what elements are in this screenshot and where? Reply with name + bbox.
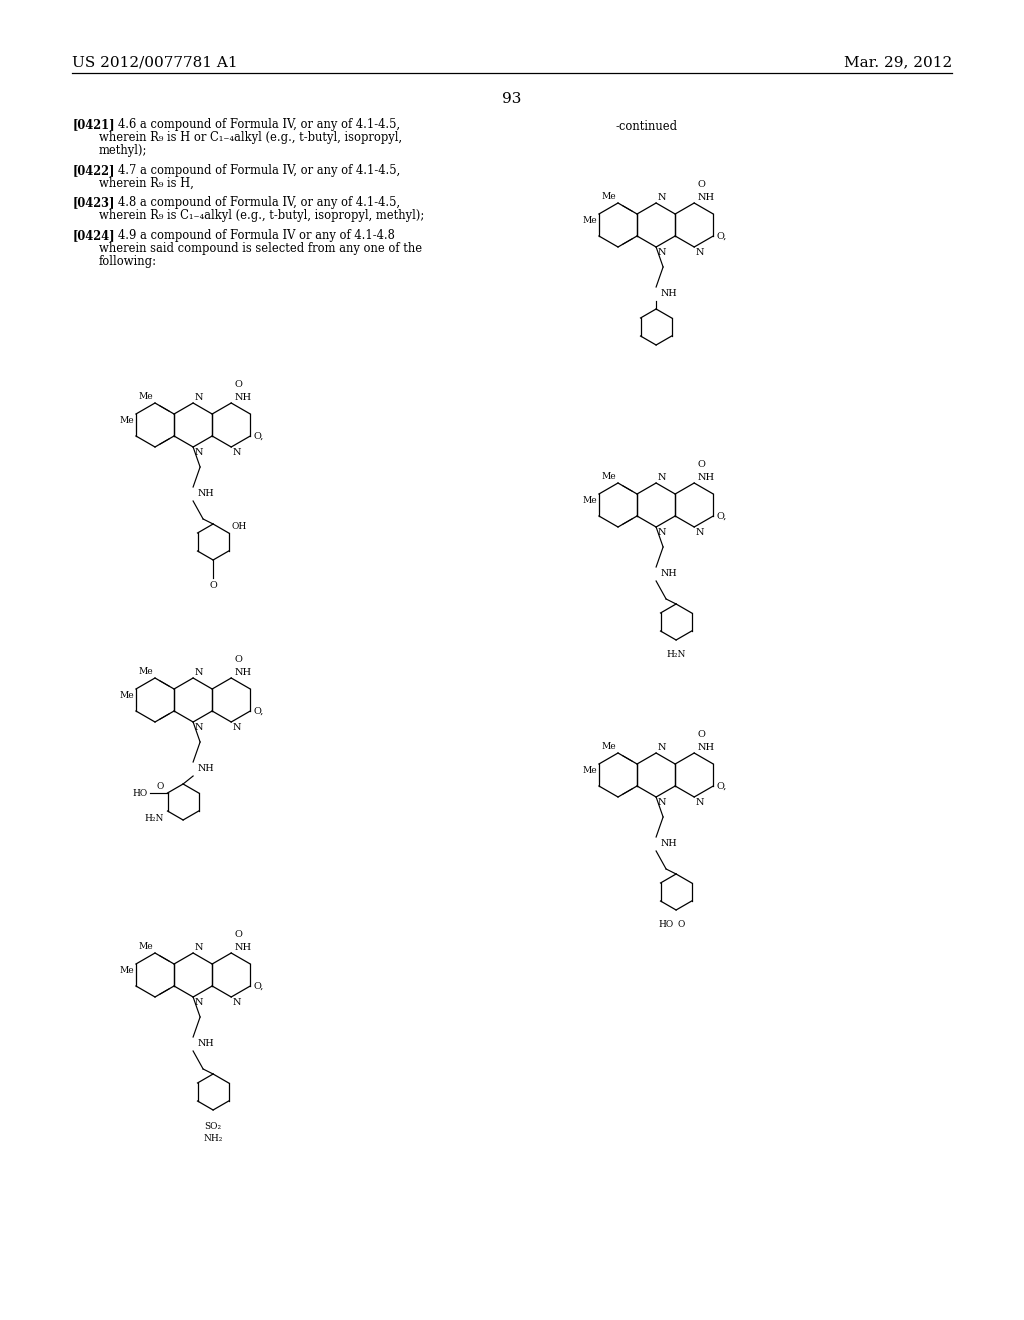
Text: H₂N: H₂N	[667, 649, 686, 659]
Text: N: N	[232, 998, 241, 1007]
Text: O,: O,	[716, 781, 727, 791]
Text: N: N	[657, 248, 666, 257]
Text: Me: Me	[120, 416, 134, 425]
Text: wherein said compound is selected from any one of the: wherein said compound is selected from a…	[99, 242, 422, 255]
Text: following:: following:	[99, 255, 157, 268]
Text: 4.7 a compound of Formula IV, or any of 4.1-4.5,: 4.7 a compound of Formula IV, or any of …	[118, 164, 400, 177]
Text: Me: Me	[120, 966, 134, 975]
Text: wherein R₉ is C₁₋₄alkyl (e.g., t-butyl, isopropyl, methyl);: wherein R₉ is C₁₋₄alkyl (e.g., t-butyl, …	[99, 209, 424, 222]
Text: 4.9 a compound of Formula IV or any of 4.1-4.8: 4.9 a compound of Formula IV or any of 4…	[118, 230, 395, 243]
Text: NH: NH	[697, 743, 715, 752]
Text: [0422]: [0422]	[73, 164, 116, 177]
Text: 4.6 a compound of Formula IV, or any of 4.1-4.5,: 4.6 a compound of Formula IV, or any of …	[118, 117, 400, 131]
Text: NH: NH	[660, 569, 677, 578]
Text: N: N	[695, 799, 703, 807]
Text: Me: Me	[138, 667, 153, 676]
Text: SO₂: SO₂	[205, 1122, 221, 1131]
Text: N: N	[232, 447, 241, 457]
Text: O: O	[234, 655, 242, 664]
Text: O: O	[677, 920, 684, 929]
Text: OH: OH	[231, 521, 247, 531]
Text: [0423]: [0423]	[73, 197, 116, 209]
Text: Me: Me	[601, 742, 616, 751]
Text: N: N	[657, 743, 666, 752]
Text: Me: Me	[601, 191, 616, 201]
Text: US 2012/0077781 A1: US 2012/0077781 A1	[72, 55, 238, 69]
Text: O: O	[234, 380, 242, 389]
Text: NH: NH	[234, 668, 251, 677]
Text: NH: NH	[697, 193, 715, 202]
Text: N: N	[195, 393, 203, 403]
Text: [0424]: [0424]	[73, 230, 116, 243]
Text: O: O	[156, 781, 164, 791]
Text: HO: HO	[132, 788, 147, 797]
Text: O,: O,	[253, 706, 263, 715]
Text: N: N	[195, 942, 203, 952]
Text: N: N	[657, 799, 666, 807]
Text: Me: Me	[583, 496, 597, 506]
Text: NH: NH	[234, 942, 251, 952]
Text: NH: NH	[697, 473, 715, 482]
Text: N: N	[695, 248, 703, 257]
Text: [0421]: [0421]	[73, 117, 116, 131]
Text: methyl);: methyl);	[99, 144, 147, 157]
Text: O,: O,	[253, 982, 263, 990]
Text: wherein R₉ is H or C₁₋₄alkyl (e.g., t-butyl, isopropyl,: wherein R₉ is H or C₁₋₄alkyl (e.g., t-bu…	[99, 131, 402, 144]
Text: N: N	[232, 723, 241, 733]
Text: N: N	[195, 998, 203, 1007]
Text: Me: Me	[601, 473, 616, 480]
Text: 93: 93	[503, 92, 521, 106]
Text: H₂N: H₂N	[144, 814, 164, 822]
Text: N: N	[195, 723, 203, 733]
Text: O,: O,	[716, 511, 727, 520]
Text: N: N	[657, 473, 666, 482]
Text: N: N	[195, 668, 203, 677]
Text: Me: Me	[138, 942, 153, 950]
Text: wherein R₉ is H,: wherein R₉ is H,	[99, 177, 194, 190]
Text: O: O	[697, 730, 706, 739]
Text: NH: NH	[197, 764, 214, 774]
Text: O: O	[697, 180, 706, 189]
Text: N: N	[657, 193, 666, 202]
Text: Mar. 29, 2012: Mar. 29, 2012	[844, 55, 952, 69]
Text: N: N	[195, 447, 203, 457]
Text: -continued: -continued	[615, 120, 677, 133]
Text: N: N	[695, 528, 703, 537]
Text: Me: Me	[583, 216, 597, 224]
Text: 4.8 a compound of Formula IV, or any of 4.1-4.5,: 4.8 a compound of Formula IV, or any of …	[118, 197, 400, 209]
Text: NH: NH	[197, 1039, 214, 1048]
Text: Me: Me	[138, 392, 153, 401]
Text: NH: NH	[234, 393, 251, 403]
Text: Me: Me	[583, 766, 597, 775]
Text: O,: O,	[253, 432, 263, 441]
Text: NH₂: NH₂	[204, 1134, 223, 1143]
Text: O,: O,	[716, 231, 727, 240]
Text: NH: NH	[197, 488, 214, 498]
Text: O: O	[209, 581, 217, 590]
Text: Me: Me	[120, 690, 134, 700]
Text: NH: NH	[660, 840, 677, 847]
Text: O: O	[234, 929, 242, 939]
Text: HO: HO	[658, 920, 674, 929]
Text: NH: NH	[660, 289, 677, 298]
Text: O: O	[697, 459, 706, 469]
Text: N: N	[657, 528, 666, 537]
